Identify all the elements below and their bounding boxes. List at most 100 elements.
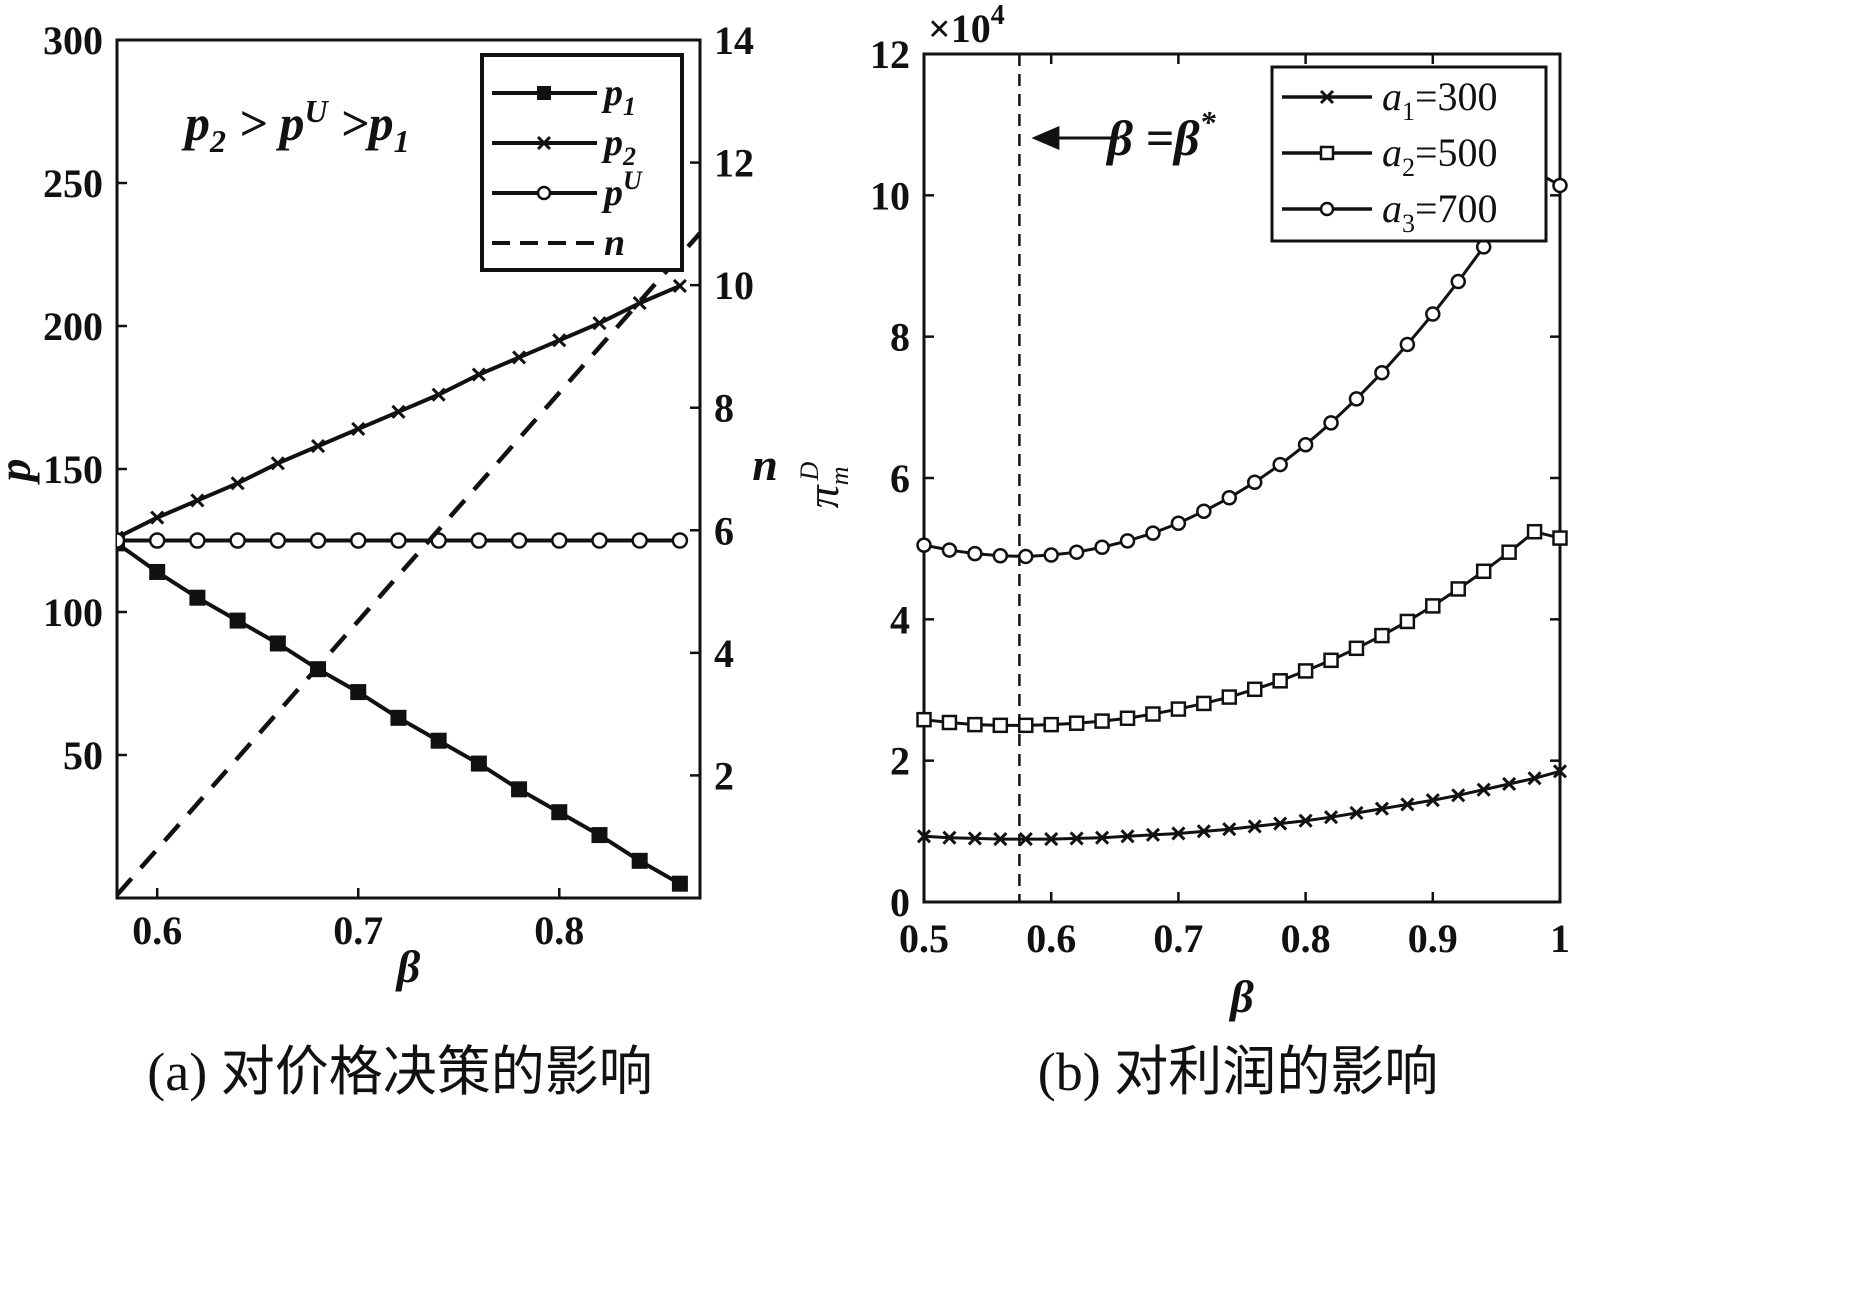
data-point-a2=500 xyxy=(967,716,983,733)
data-point-a2=500 xyxy=(1297,663,1314,679)
data-point-pU xyxy=(349,532,367,549)
data-point-p1 xyxy=(229,612,246,629)
chart-b: 0 2 4 6 8 10 12 0.5 0.6 0.7 0.8 0.9 1 β πmD ×104 β =β* a1… xyxy=(795,0,1570,1102)
chart-a-y2tick-label: 2 xyxy=(714,753,734,798)
data-point-a1=300 xyxy=(1069,831,1084,846)
data-point-a3=700 xyxy=(992,547,1009,564)
chart-a-xtick-label: 0.7 xyxy=(333,908,383,953)
data-point-a1=300 xyxy=(1222,822,1237,837)
legend-marker-a2=500 xyxy=(1319,145,1335,161)
chart-a-y2tick-label: 6 xyxy=(714,508,734,553)
data-point-a2=500 xyxy=(1475,563,1492,580)
data-point-p1 xyxy=(551,804,568,821)
series-line-a1=300 xyxy=(923,769,1561,841)
data-point-a3=700 xyxy=(1272,456,1288,473)
data-point-a2=500 xyxy=(1399,613,1416,630)
chart-a-ytick-label: 300 xyxy=(43,18,103,63)
data-point-a2=500 xyxy=(1374,627,1390,644)
legend-label-a2=500: a2=500 xyxy=(1382,130,1498,182)
data-point-a1=300 xyxy=(1552,764,1568,779)
data-point-a1=300 xyxy=(1120,829,1135,844)
chart-a-legend-box xyxy=(480,53,684,272)
chart-a-series-group xyxy=(117,231,700,897)
data-point-a3=700 xyxy=(1374,364,1390,381)
chart-a-y2tick-label: 8 xyxy=(714,386,734,431)
chart-a-annotation: p2 > pU >p1 xyxy=(181,93,410,159)
chart-b-xtick-label: 0.5 xyxy=(899,916,949,961)
data-point-pU xyxy=(551,532,568,549)
data-point-a2=500 xyxy=(941,714,958,731)
data-point-pU xyxy=(269,532,287,549)
data-point-a1=300 xyxy=(1527,771,1542,786)
legend-marker-pU xyxy=(536,185,552,201)
chart-b-ylabel: πmD xyxy=(795,461,854,508)
data-point-p2 xyxy=(672,278,687,294)
data-point-p1 xyxy=(671,875,688,892)
data-point-a2=500 xyxy=(1094,713,1110,729)
data-point-pU xyxy=(189,532,206,549)
legend-marker-p1 xyxy=(537,86,551,100)
data-point-a3=700 xyxy=(1450,273,1466,290)
chart-a-xlabel: β xyxy=(395,941,421,992)
data-point-a1=300 xyxy=(1095,830,1110,845)
data-point-p2 xyxy=(552,333,567,348)
data-point-p1 xyxy=(350,684,367,701)
chart-b-xtick-label: 0.6 xyxy=(1026,916,1076,961)
data-point-pU xyxy=(148,532,166,549)
data-point-a3=700 xyxy=(1323,415,1339,431)
data-point-pU xyxy=(229,532,246,549)
chart-b-ytick-label: 8 xyxy=(890,315,910,360)
data-point-a3=700 xyxy=(1119,533,1136,549)
data-point-p1 xyxy=(631,852,648,869)
data-point-p2 xyxy=(351,421,366,437)
data-point-a1=300 xyxy=(1502,776,1517,792)
chart-a-xtick-label: 0.8 xyxy=(534,908,584,953)
series-line-n xyxy=(117,231,700,897)
data-point-a1=300 xyxy=(942,830,957,845)
data-point-a3=700 xyxy=(1246,474,1263,490)
chart-b-ytick-label: 6 xyxy=(890,456,910,501)
data-point-a1=300 xyxy=(967,831,982,846)
data-point-p1 xyxy=(269,635,286,652)
chart-a-ytick-label: 50 xyxy=(63,733,103,778)
data-point-pU xyxy=(591,532,608,549)
data-point-pU xyxy=(470,532,488,549)
chart-a-y2label: n xyxy=(752,439,778,490)
data-point-a1=300 xyxy=(1018,832,1033,847)
data-point-a3=700 xyxy=(1552,177,1568,194)
data-point-p2 xyxy=(471,367,486,382)
data-point-a3=700 xyxy=(967,545,983,562)
beta-star-label: β =β* xyxy=(1105,104,1216,166)
data-point-pU xyxy=(117,532,126,549)
data-point-a1=300 xyxy=(916,829,932,844)
data-point-pU xyxy=(510,532,528,549)
data-point-a1=300 xyxy=(1425,793,1440,808)
data-point-a2=500 xyxy=(1170,701,1187,717)
data-point-pU xyxy=(390,532,407,549)
data-point-a3=700 xyxy=(1145,525,1161,541)
chart-a-xtick-label: 0.6 xyxy=(132,908,182,953)
data-point-p2 xyxy=(190,493,205,508)
data-point-a1=300 xyxy=(1171,826,1186,841)
data-point-a2=500 xyxy=(1145,706,1161,722)
data-point-a1=300 xyxy=(1400,797,1415,812)
legend-marker-p2 xyxy=(536,135,552,151)
data-point-a1=300 xyxy=(1323,810,1339,825)
data-point-p1 xyxy=(470,755,487,772)
data-point-a1=300 xyxy=(1298,813,1313,828)
data-point-a3=700 xyxy=(1297,437,1314,453)
data-point-a1=300 xyxy=(1044,832,1059,847)
data-point-a3=700 xyxy=(1068,544,1085,560)
chart-b-xtick-label: 1 xyxy=(1550,916,1570,961)
legend-marker-a3=700 xyxy=(1319,201,1335,217)
data-point-a2=500 xyxy=(1119,710,1136,727)
data-point-a2=500 xyxy=(1272,673,1288,689)
data-point-a2=500 xyxy=(1425,598,1441,614)
data-point-p2 xyxy=(512,350,527,365)
chart-b-y-multiplier: ×104 xyxy=(928,0,1005,51)
data-point-a1=300 xyxy=(1145,827,1161,842)
data-point-a3=700 xyxy=(941,542,958,558)
